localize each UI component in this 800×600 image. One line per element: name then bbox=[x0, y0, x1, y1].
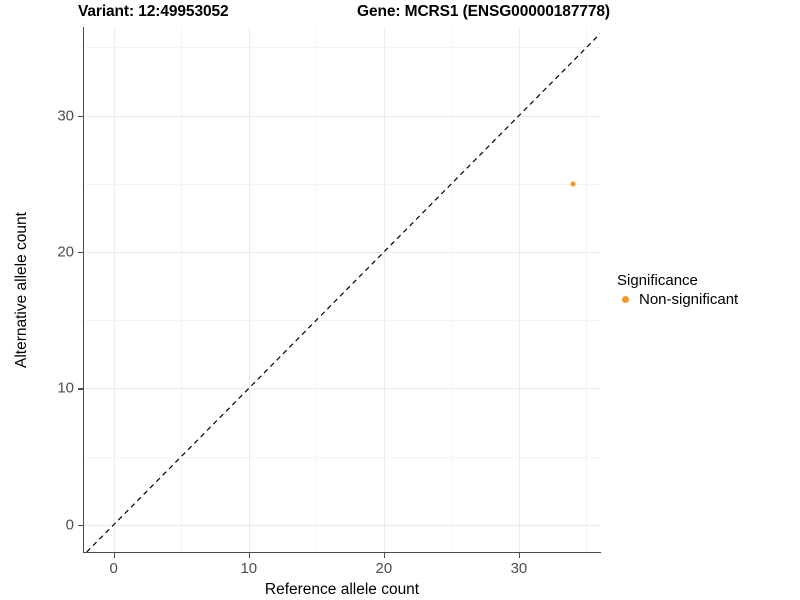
gridline-minor-x-25 bbox=[451, 27, 453, 552]
gridline-major-x-20 bbox=[383, 27, 385, 552]
gridline-major-x-0 bbox=[113, 27, 115, 552]
y-axis-label: Alternative allele count bbox=[13, 212, 30, 368]
gridline-minor-y-15 bbox=[84, 320, 600, 322]
diagonal-reference-line bbox=[86, 33, 600, 552]
y-axis-tick-30 bbox=[78, 115, 83, 117]
legend-key-circle-icon bbox=[617, 292, 633, 308]
legend-item-label: Non-significant bbox=[639, 291, 739, 308]
y-axis-ticklabel-0: 0 bbox=[65, 516, 74, 534]
gridline-minor-x-5 bbox=[181, 27, 183, 552]
x-axis-ticklabel-20: 20 bbox=[375, 560, 393, 577]
gridline-minor-y-5 bbox=[84, 456, 600, 458]
gridline-major-y-20 bbox=[84, 252, 600, 253]
x-axis-ticklabel-30: 30 bbox=[510, 560, 528, 577]
data-point bbox=[570, 181, 576, 187]
abline-segment bbox=[86, 33, 600, 552]
legend-items: Non-significant bbox=[617, 290, 792, 309]
gridline-minor-y-35 bbox=[84, 47, 600, 49]
x-axis-tick-30 bbox=[518, 553, 521, 558]
gridline-major-y-0 bbox=[84, 524, 600, 526]
x-axis-ticklabel-10: 10 bbox=[240, 560, 258, 577]
y-axis-ticklabel-30: 30 bbox=[57, 107, 74, 125]
gridline-major-y-10 bbox=[84, 388, 600, 390]
y-axis-tick-20 bbox=[78, 252, 83, 254]
gridline-minor-x-15 bbox=[316, 27, 318, 552]
x-axis-tick-0 bbox=[113, 553, 115, 558]
variant-title: Variant: 12:49953052 bbox=[78, 3, 229, 20]
gridline-major-y-30 bbox=[84, 115, 600, 117]
x-axis-tick-10 bbox=[248, 553, 250, 558]
x-axis-label: Reference allele count bbox=[264, 581, 420, 598]
gridline-minor-y-25 bbox=[84, 183, 600, 185]
x-axis-ticklabel-0: 0 bbox=[109, 560, 118, 577]
x-axis-tick-20 bbox=[383, 553, 386, 558]
y-axis-line bbox=[83, 27, 85, 553]
y-axis-ticklabel-20: 20 bbox=[57, 243, 74, 261]
x-axis-line bbox=[83, 551, 601, 553]
figure-title-strip: Variant: 12:49953052 Gene: MCRS1 (ENSG00… bbox=[0, 0, 800, 26]
y-axis-ticklabel-10: 10 bbox=[57, 379, 74, 397]
legend-title: Significance bbox=[617, 272, 698, 289]
y-axis-tick-0 bbox=[78, 524, 83, 526]
y-axis-tick-10 bbox=[78, 388, 83, 390]
gene-title: Gene: MCRS1 (ENSG00000187778) bbox=[357, 3, 610, 20]
legend-item: Non-significant bbox=[617, 290, 792, 309]
gridline-major-x-30 bbox=[518, 27, 520, 552]
legend: Significance Non-significant bbox=[617, 271, 792, 309]
gridline-major-x-10 bbox=[248, 27, 250, 552]
gridline-minor-x-35 bbox=[586, 27, 588, 552]
legend-dot bbox=[621, 296, 629, 303]
plot-panel bbox=[84, 27, 600, 552]
